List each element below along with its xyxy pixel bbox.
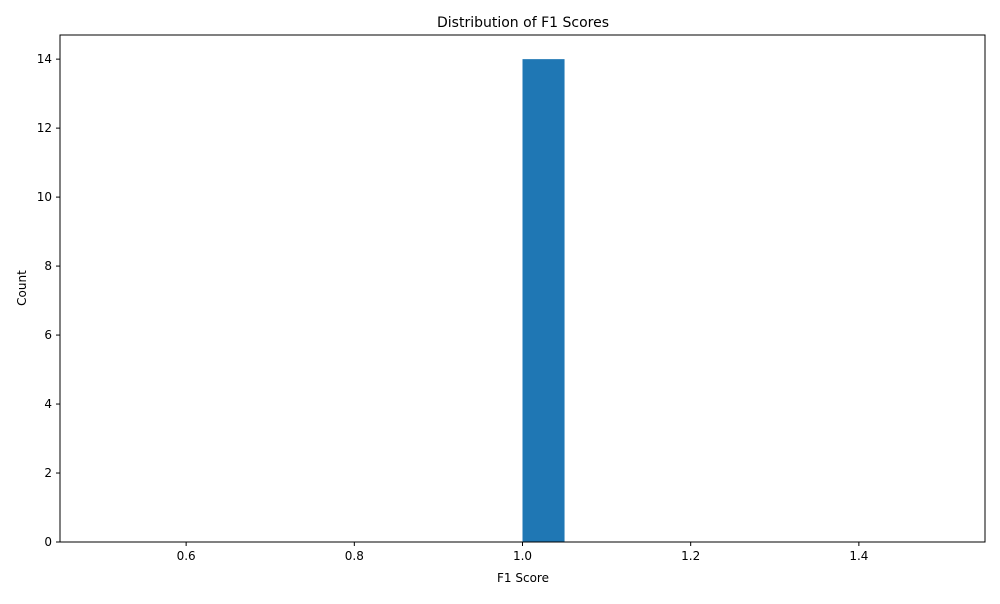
y-tick-label: 2 [44,466,52,480]
y-tick-label: 14 [37,52,52,66]
x-axis-label: F1 Score [497,571,549,585]
x-tick-label: 0.8 [345,549,364,563]
x-tick-label: 1.0 [513,549,532,563]
plot-frame [59,34,986,543]
bars-layer [522,59,565,543]
y-tick-label: 10 [37,190,52,204]
x-tick-label: 1.4 [849,549,868,563]
x-tick-label: 0.6 [177,549,196,563]
y-axis-ticks: 0 2 4 6 8 10 12 14 [37,52,60,549]
x-axis-ticks: 0.6 0.8 1.0 1.2 1.4 [177,542,868,563]
y-tick-label: 12 [37,121,52,135]
histogram-bar-0 [522,59,565,543]
y-tick-label: 0 [44,535,52,549]
chart-title: Distribution of F1 Scores [437,15,609,31]
y-tick-label: 4 [44,397,52,411]
y-tick-label: 6 [44,328,52,342]
y-tick-label: 8 [44,259,52,273]
y-axis-label: Count [15,270,29,306]
x-tick-label: 1.2 [681,549,700,563]
